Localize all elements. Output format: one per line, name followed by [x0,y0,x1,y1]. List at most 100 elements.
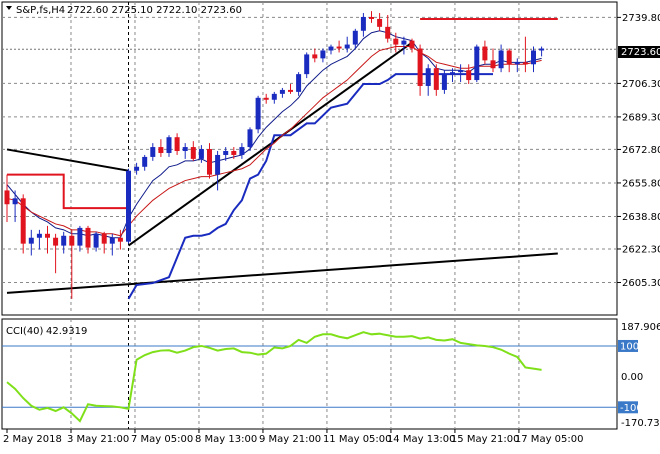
cci-min-label: -170.7363 [621,418,660,429]
candle-body [109,237,115,244]
candle-body [166,137,172,153]
candle-body [53,237,59,246]
candle-body [150,147,156,157]
candle-body [369,16,374,19]
candle-body [441,74,447,90]
price-pane-frame [1,1,618,316]
candle-body [271,93,277,100]
candle-body [320,50,326,59]
candle-body [474,46,480,81]
candle-body [158,147,164,153]
candle-body [182,147,188,152]
cci-tick-label: 100 [620,341,639,352]
candle-body [20,198,26,244]
candle-body [190,147,196,159]
cci-line [6,331,542,423]
cci-level-tag [618,339,638,352]
candle-body [328,46,334,51]
cci-pane-frame [1,318,618,430]
candle-body [126,170,131,242]
time-tick-label: 9 May 21:00 [259,434,321,445]
candle-body [506,50,512,65]
price-tick-label: 2739.80 [622,13,660,24]
price-axis: 2605.30 2622.30 2638.80 2655.80 2672.80 2689.… [617,13,660,289]
current-price-tag [618,46,660,58]
candle-body [4,190,10,205]
candle-body [223,151,229,155]
time-tick-label: 3 May 21:00 [67,434,129,445]
candle-body [360,16,366,31]
candle-body [45,233,50,238]
candle-body [117,237,123,242]
candle-body [61,235,67,246]
candle-body [312,54,318,59]
fractal-upper-line [7,173,129,210]
candle-body [522,62,528,65]
candle-body [393,38,399,45]
candle-body [239,147,245,155]
candle-body [425,68,431,86]
symbol-label: S&P,fs,H4 [16,5,65,16]
grid [2,2,617,429]
candle-body [279,89,285,94]
trendlines [6,41,558,294]
candle-body [336,46,342,49]
candle-body [377,18,383,27]
candle-body [247,129,253,148]
candle-body [433,68,439,90]
cci-indicator: 100 0.00 -100 187.9065 -170.7363 [2,322,660,429]
candle-body [255,97,261,130]
time-tick-label: 17 May 05:00 [515,434,584,445]
cci-name-label: CCI(40) [6,326,44,337]
candle-body [539,48,545,51]
candle-body [482,46,488,61]
candle-body [198,149,204,159]
candle-body [288,89,293,92]
trendline [6,148,129,172]
candle-body [409,40,415,49]
candle-body [296,74,302,92]
candle-body [134,166,140,171]
trendline [127,41,413,247]
price-tick-label: 2605.30 [622,278,660,289]
candle-body [231,151,237,155]
cci-level-tag [618,401,638,414]
cci-tick-label: 0.00 [621,372,643,383]
price-tick-label: 2655.80 [622,178,660,189]
candle-body [466,70,472,81]
candle-body [458,70,464,73]
candle-body [514,62,520,65]
candle-body [352,30,358,45]
time-tick-label: 14 May 13:00 [387,434,456,445]
ohlc-values: 2722.60 2725.10 2722.10 2723.60 [67,5,242,16]
time-tick-label: 8 May 13:00 [195,434,257,445]
candle-body [450,72,455,75]
candle-body [207,149,212,175]
dropdown-triangle-icon[interactable] [6,6,12,10]
cci-tick-label: -100 [620,403,643,414]
candle-body [385,26,391,39]
cci-max-label: 187.9065 [621,322,660,333]
price-tick-label: 2672.80 [622,145,660,156]
candle-body [417,48,423,86]
time-tick-label: 15 May 21:00 [451,434,520,445]
candle-body [142,156,148,167]
candle-body [498,50,504,69]
time-tick-label: 11 May 05:00 [323,434,392,445]
candles [4,11,545,299]
candle-body [174,137,180,152]
time-axis: 2 May 2018 3 May 21:00 7 May 05:00 8 May 13… [3,429,583,445]
price-tick-label: 2638.80 [622,212,660,223]
fractal-lower-line [127,73,412,300]
price-tick-label: 2622.30 [622,244,660,255]
cci-value-label: 42.9319 [46,326,87,337]
candle-body [263,97,269,100]
candle-body [490,60,496,69]
candle-body [304,54,310,75]
trendline [6,252,558,294]
candle-body [93,233,99,248]
time-tick-label: 7 May 05:00 [131,434,193,445]
candle-body [28,237,34,244]
